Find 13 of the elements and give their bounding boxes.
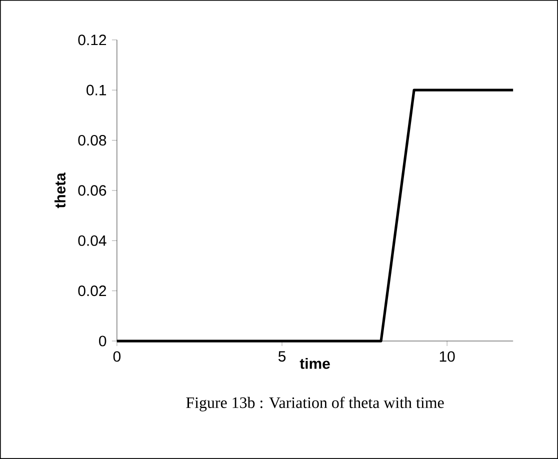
x-tick-label: 10: [440, 351, 455, 362]
x-axis-title: time: [300, 358, 330, 369]
y-tick-label: 0: [99, 336, 106, 346]
y-tick-label: 0.04: [78, 235, 106, 246]
y-tick-label: 0.12: [78, 34, 106, 46]
y-tick-label: 0.06: [78, 185, 106, 196]
y-tick-label: 0.02: [78, 286, 106, 296]
y-axis-title: theta: [54, 172, 66, 208]
y-tick-label: 0.08: [78, 134, 106, 146]
caption: Figure 13b : Variation of theta with time: [186, 396, 444, 412]
y-tick-label: 0.1: [86, 84, 106, 96]
x-tick-label: 0: [113, 351, 121, 362]
x-tick-label: 5: [278, 351, 286, 362]
